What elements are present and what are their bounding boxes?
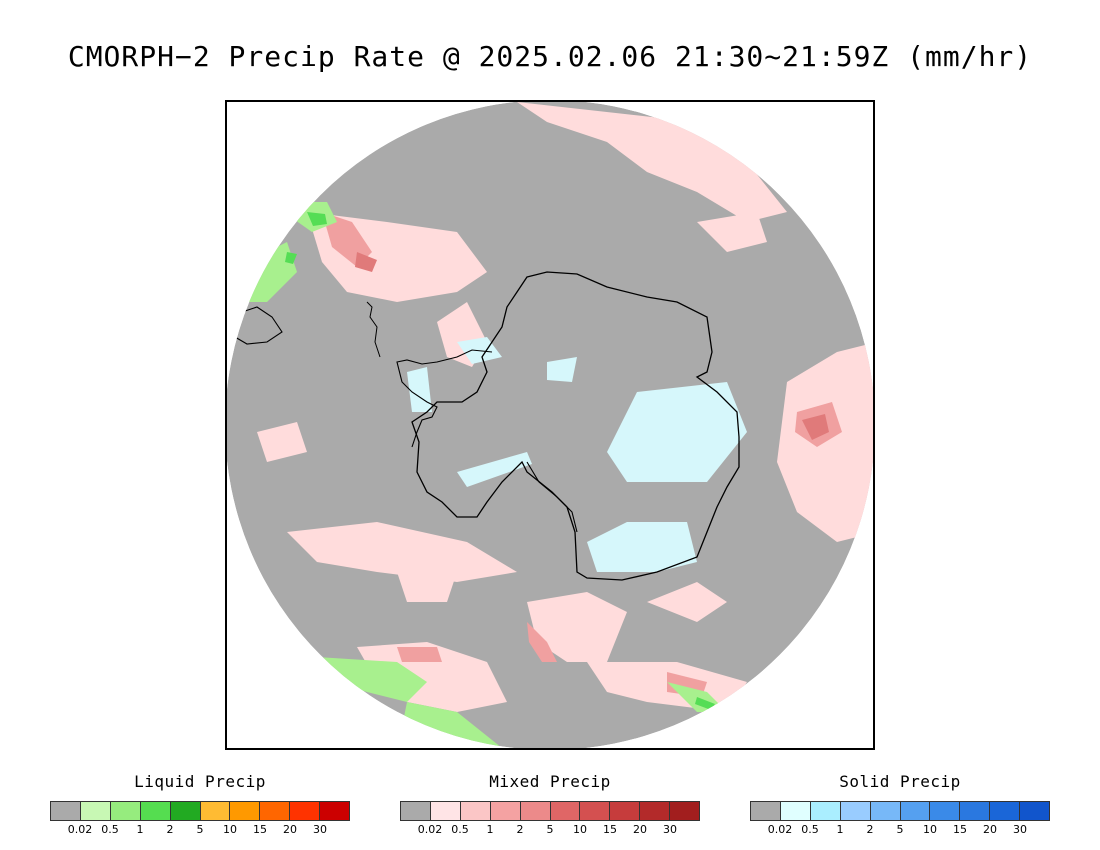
color-bar [50, 801, 350, 821]
legend-swatch [290, 802, 321, 820]
legend-swatch [640, 802, 671, 820]
legend-tick-label: 1 [136, 823, 144, 836]
legend-swatch [230, 802, 261, 820]
legend-tick-label: 10 [573, 823, 587, 836]
legend-swatch [260, 802, 291, 820]
legend-tick-label: 0.02 [417, 823, 443, 836]
legend-tick-label: 0.5 [801, 823, 819, 836]
legend-swatch [80, 802, 111, 820]
legend-tick-label: 15 [603, 823, 617, 836]
legend-swatch [751, 802, 781, 820]
solid-precip-regions [407, 337, 747, 572]
legend-tick-label: 15 [953, 823, 967, 836]
legend-tick-label: 2 [166, 823, 174, 836]
legend-tick-label: 5 [196, 823, 204, 836]
legend-tick-label: 0.5 [451, 823, 469, 836]
color-bar [400, 801, 700, 821]
legend-swatch [110, 802, 141, 820]
map-title: CMORPH−2 Precip Rate @ 2025.02.06 21:30~… [67, 40, 1033, 73]
legend-swatch [810, 802, 841, 820]
legend-mixed: Mixed Precip 0.02 0.5 1 2 5 10 15 20 30 [400, 772, 700, 837]
legend-tick-label: 20 [633, 823, 647, 836]
ross-ice-shelf-coastline [526, 461, 578, 533]
legend-swatch [870, 802, 901, 820]
tick-labels: 0.02 0.5 1 2 5 10 15 20 30 [400, 823, 700, 837]
legend-tick-label: 30 [1013, 823, 1027, 836]
legend-tick-label: 30 [663, 823, 677, 836]
legend-tick-label: 20 [283, 823, 297, 836]
legend-swatch [840, 802, 871, 820]
legend-swatch [930, 802, 961, 820]
tick-labels: 0.02 0.5 1 2 5 10 15 20 30 [50, 823, 350, 837]
legend-title: Solid Precip [839, 772, 961, 791]
map-frame [225, 100, 875, 750]
legend-title: Mixed Precip [489, 772, 611, 791]
island-coastline [366, 301, 381, 358]
legend-swatch [460, 802, 491, 820]
mixed-precip-regions [257, 102, 873, 712]
legend-swatch [1020, 802, 1050, 820]
legend-tick-label: 20 [983, 823, 997, 836]
legend-swatch [900, 802, 931, 820]
legend-swatch [520, 802, 551, 820]
legend-tick-label: 15 [253, 823, 267, 836]
legend-tick-label: 5 [896, 823, 904, 836]
legend-swatch [51, 802, 81, 820]
legend-tick-label: 0.5 [101, 823, 119, 836]
precip-map [227, 102, 873, 748]
liquid-precip-moderate [285, 212, 715, 710]
legend-tick-label: 1 [836, 823, 844, 836]
legend-tick-label: 0.02 [67, 823, 93, 836]
legend-tick-label: 10 [223, 823, 237, 836]
legend-tick-label: 30 [313, 823, 327, 836]
color-bar [750, 801, 1050, 821]
legend-swatch [200, 802, 231, 820]
legend-tick-label: 0.02 [767, 823, 793, 836]
legend-swatch [140, 802, 171, 820]
legend-swatch [170, 802, 201, 820]
legend-swatch [430, 802, 461, 820]
legend-swatch [550, 802, 581, 820]
legend-swatch [490, 802, 521, 820]
antarctic-peninsula-coastline [396, 349, 493, 448]
precip-disk [227, 102, 873, 748]
legend-swatch [320, 802, 350, 820]
legend-tick-label: 1 [486, 823, 494, 836]
legend-swatch [401, 802, 431, 820]
legend-swatch [580, 802, 611, 820]
legend-tick-label: 10 [923, 823, 937, 836]
legend-swatch [990, 802, 1021, 820]
legend-swatch [960, 802, 991, 820]
tick-labels: 0.02 0.5 1 2 5 10 15 20 30 [750, 823, 1050, 837]
mixed-precip-heavy [355, 252, 829, 440]
south-america-tip-coastline [234, 306, 283, 345]
legend-swatch [670, 802, 700, 820]
legend-swatch [610, 802, 641, 820]
legend-swatch [780, 802, 811, 820]
legend-tick-label: 2 [516, 823, 524, 836]
legend-solid: Solid Precip 0.02 0.5 1 2 5 10 15 20 30 [750, 772, 1050, 837]
legend-tick-label: 2 [866, 823, 874, 836]
legend-tick-label: 5 [546, 823, 554, 836]
legend-title: Liquid Precip [134, 772, 266, 791]
legend-liquid: Liquid Precip 0.02 0.5 1 2 5 10 15 20 30 [50, 772, 350, 837]
